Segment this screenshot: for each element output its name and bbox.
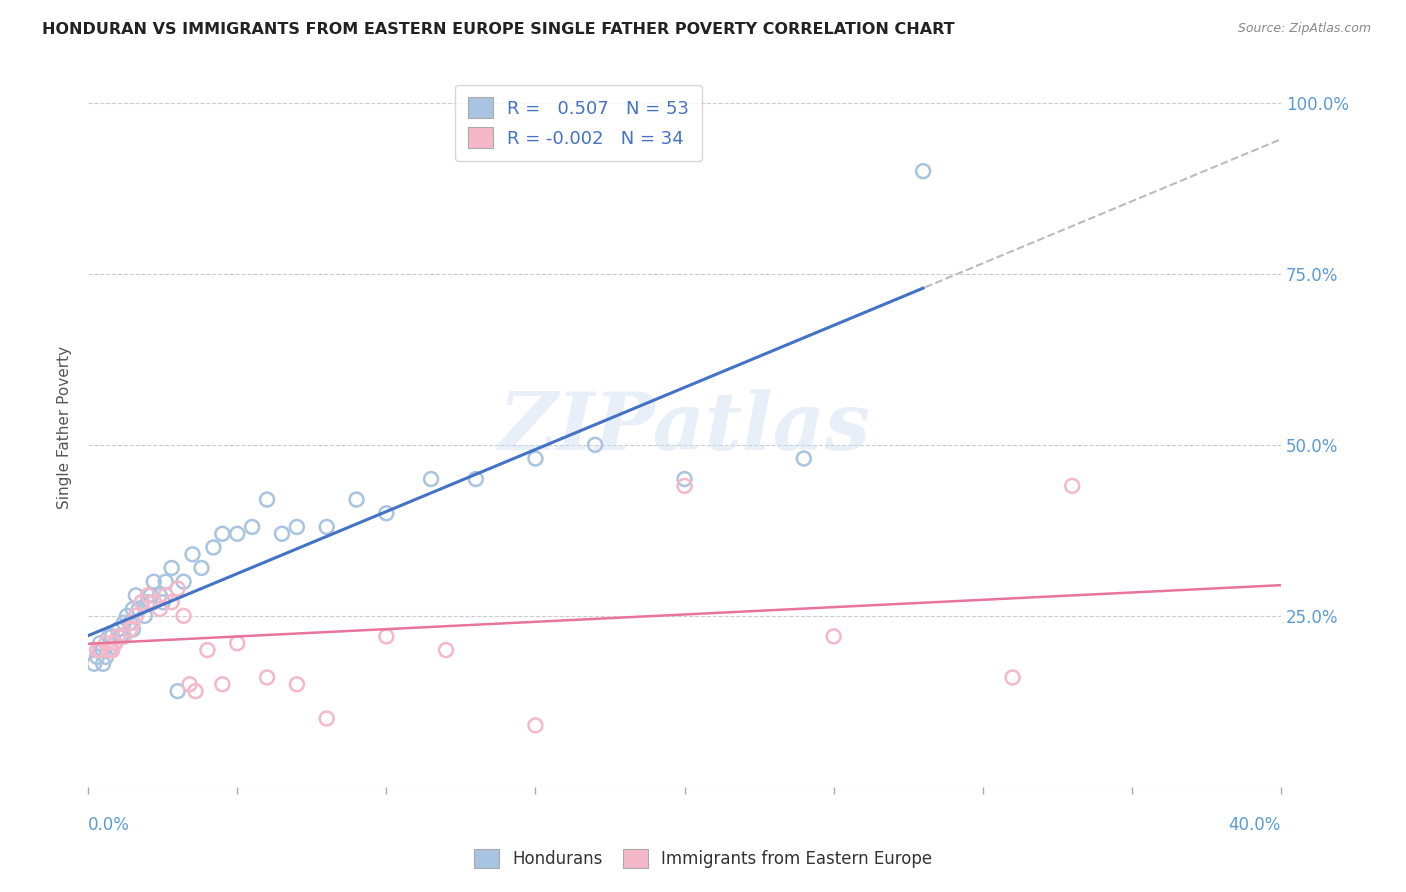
Point (375, 506, 398, 520)
Point (240, 520, 263, 534)
Legend: Hondurans, Immigrants from Eastern Europe: Hondurans, Immigrants from Eastern Europ… (467, 842, 939, 875)
Point (434, 643, 457, 657)
Point (110, 629, 132, 643)
Text: 40.0%: 40.0% (1229, 815, 1281, 834)
Point (104, 636, 127, 650)
Point (271, 526, 294, 541)
Point (122, 602, 145, 616)
Point (583, 438, 606, 452)
Y-axis label: Single Father Poverty: Single Father Poverty (58, 346, 72, 509)
Point (315, 520, 337, 534)
Point (98, 643, 121, 657)
Point (131, 595, 153, 609)
Point (173, 608, 195, 623)
Point (149, 588, 172, 602)
Point (823, 629, 845, 643)
Point (101, 643, 124, 657)
Point (131, 595, 153, 609)
Point (524, 451, 547, 466)
Text: ZIPatlas: ZIPatlas (499, 389, 870, 467)
Point (101, 643, 124, 657)
Point (136, 595, 159, 609)
Text: Source: ZipAtlas.com: Source: ZipAtlas.com (1237, 22, 1371, 36)
Point (107, 629, 129, 643)
Point (160, 595, 183, 609)
Point (104, 636, 127, 650)
Point (142, 574, 165, 589)
Point (142, 595, 165, 609)
Point (179, 677, 201, 691)
Point (149, 602, 172, 616)
Point (107, 623, 129, 637)
Point (128, 602, 150, 616)
Point (89, 643, 111, 657)
Point (155, 588, 177, 602)
Point (211, 677, 233, 691)
Point (89, 643, 111, 657)
Point (173, 574, 195, 589)
Point (226, 636, 249, 650)
Point (793, 451, 815, 466)
Point (673, 479, 696, 493)
Point (184, 684, 207, 698)
Point (160, 561, 183, 575)
Point (152, 595, 174, 609)
Point (1001, 670, 1024, 684)
Point (112, 629, 135, 643)
Point (285, 677, 308, 691)
Point (136, 588, 159, 602)
Point (91, 657, 114, 671)
Point (346, 492, 368, 507)
Point (673, 472, 696, 486)
Text: HONDURAN VS IMMIGRANTS FROM EASTERN EUROPE SINGLE FATHER POVERTY CORRELATION CHA: HONDURAN VS IMMIGRANTS FROM EASTERN EURO… (42, 22, 955, 37)
Point (89, 636, 111, 650)
Point (256, 492, 278, 507)
Point (139, 588, 162, 602)
Point (256, 670, 278, 684)
Point (83, 657, 105, 671)
Point (420, 472, 443, 486)
Point (524, 718, 547, 732)
Point (101, 629, 124, 643)
Point (226, 526, 249, 541)
Point (166, 684, 188, 698)
Point (122, 623, 145, 637)
Point (166, 582, 188, 596)
Point (125, 608, 148, 623)
Point (211, 526, 233, 541)
Point (912, 164, 935, 178)
Legend: R =   0.507   N = 53, R = -0.002   N = 34: R = 0.507 N = 53, R = -0.002 N = 34 (456, 85, 702, 161)
Point (1062, 479, 1084, 493)
Point (190, 561, 212, 575)
Point (98, 629, 121, 643)
Point (134, 608, 156, 623)
Point (375, 629, 398, 643)
Point (98, 643, 121, 657)
Point (197, 643, 219, 657)
Point (112, 629, 135, 643)
Point (94, 649, 117, 664)
Point (94, 636, 117, 650)
Point (86, 643, 108, 657)
Point (155, 574, 177, 589)
Point (91, 643, 114, 657)
Point (125, 588, 148, 602)
Point (118, 623, 141, 637)
Point (202, 541, 225, 555)
Point (107, 629, 129, 643)
Point (112, 615, 135, 630)
Point (118, 615, 141, 630)
Point (86, 649, 108, 664)
Point (122, 615, 145, 630)
Point (315, 712, 337, 726)
Point (181, 547, 204, 561)
Text: 0.0%: 0.0% (89, 815, 129, 834)
Point (285, 520, 308, 534)
Point (115, 608, 138, 623)
Point (464, 472, 486, 486)
